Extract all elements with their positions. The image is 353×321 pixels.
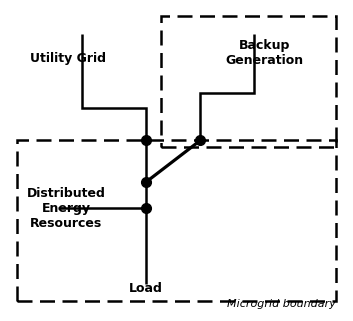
Text: Backup
Generation: Backup Generation — [226, 39, 304, 67]
Text: Load: Load — [129, 282, 163, 295]
Text: Distributed
Energy
Resources: Distributed Energy Resources — [27, 187, 106, 230]
Bar — [17, 141, 336, 301]
Bar — [161, 16, 336, 147]
Text: Utility Grid: Utility Grid — [30, 52, 106, 65]
Text: Microgrid boundary: Microgrid boundary — [227, 299, 336, 309]
